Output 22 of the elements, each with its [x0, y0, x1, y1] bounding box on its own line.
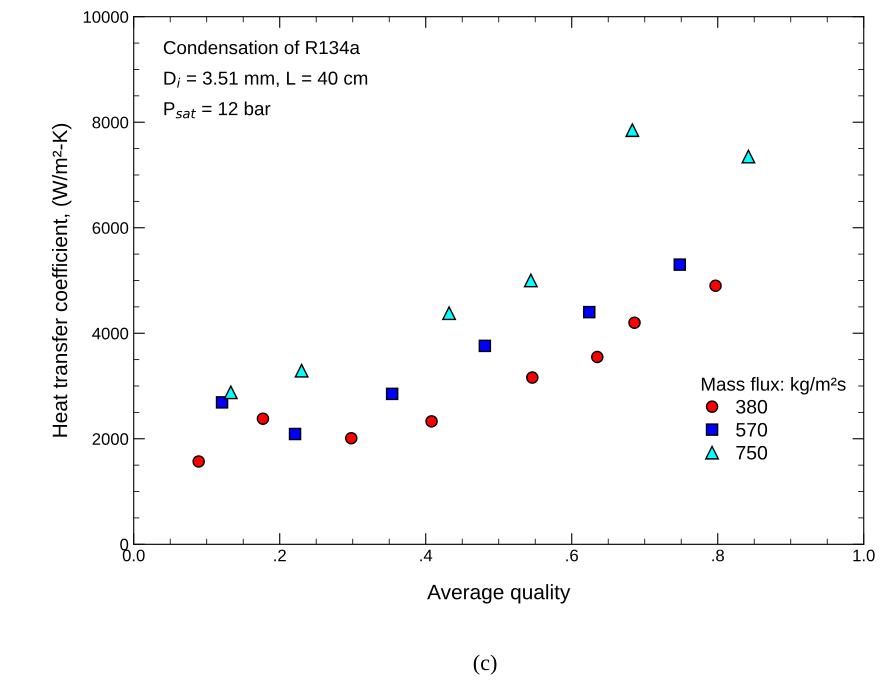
y-tick-label: 0 — [120, 538, 128, 550]
legend-label: 570 — [736, 422, 768, 437]
x-tick-label: .6 — [566, 550, 578, 562]
y-tick-label: 8000 — [92, 116, 128, 128]
x-axis-title: Average quality — [427, 584, 570, 604]
y-tick-label: 2000 — [92, 433, 128, 445]
y-tick-label: 10000 — [84, 11, 128, 23]
legend-label: 380 — [736, 400, 768, 414]
legend-label: 750 — [736, 446, 768, 460]
x-tick-label: .4 — [420, 550, 432, 562]
annotation: P$_{sat}$ = 12 bar — [164, 102, 270, 118]
text: (c) — [474, 654, 496, 675]
y-tick-label: 4000 — [92, 328, 128, 340]
annotation: Condensation of R134a — [164, 40, 360, 54]
x-tick-label: 0.0 — [122, 550, 145, 562]
x-tick-label: .2 — [274, 550, 286, 562]
x-tick-label: .8 — [712, 550, 724, 562]
legend-title: Mass flux: kg/m²s — [702, 377, 846, 395]
y-tick-label: 6000 — [92, 222, 128, 234]
x-tick-label: 1.0 — [853, 550, 875, 562]
annotation: D$_{i}$ = 3.51 mm, L = 40 cm — [164, 72, 368, 88]
y-axis-title: Heat transfer coefficient, (W/m²-K) — [52, 124, 72, 437]
